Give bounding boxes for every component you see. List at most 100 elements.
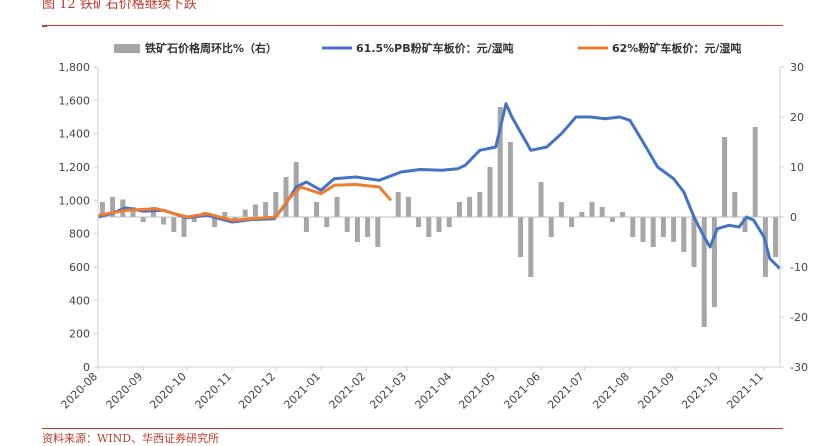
bar-weekly-change	[548, 217, 554, 237]
bar-weekly-change	[518, 217, 524, 257]
bar-weekly-change	[722, 137, 728, 217]
x-axis-tick-label: 2021-01	[281, 370, 323, 412]
right-axis-tick-label: -30	[790, 361, 808, 374]
bar-weekly-change	[314, 202, 320, 217]
bar-weekly-change	[599, 207, 605, 217]
bar-weekly-change	[467, 197, 473, 217]
bar-weekly-change	[701, 217, 707, 327]
bar-weekly-change	[130, 207, 136, 217]
bar-weekly-change	[334, 197, 340, 217]
bar-weekly-change	[732, 192, 738, 217]
bar-weekly-change	[742, 217, 748, 232]
bar-weekly-change	[630, 217, 636, 237]
right-axis-tick-label: -20	[790, 311, 808, 324]
bar-weekly-change	[212, 217, 218, 227]
right-axis-tick-label: 0	[790, 211, 797, 224]
x-axis-tick-label: 2021-03	[367, 370, 409, 412]
legend-swatch-bars	[114, 44, 140, 53]
bar-weekly-change	[344, 217, 350, 232]
bar-weekly-change	[436, 217, 442, 232]
left-axis-tick-label: 1,400	[59, 128, 91, 141]
x-axis-tick-label: 2020-12	[236, 370, 278, 412]
bar-weekly-change	[242, 209, 248, 217]
left-axis-tick-label: 0	[83, 361, 90, 374]
left-axis-tick-label: 400	[69, 294, 90, 307]
bar-weekly-change	[650, 217, 656, 247]
source-note: 资料来源：WIND、华西证券研究所	[42, 432, 220, 445]
legend-label-pb: 61.5%PB粉矿车板价：元/湿吨	[356, 41, 514, 55]
bar-weekly-change	[140, 217, 146, 222]
bar-weekly-change	[416, 217, 422, 227]
bar-weekly-change	[365, 217, 371, 237]
bar-weekly-change	[671, 217, 677, 242]
bar-weekly-change	[691, 217, 697, 267]
bar-weekly-change	[395, 192, 401, 217]
bar-weekly-change	[497, 107, 503, 217]
bar-weekly-change	[110, 197, 116, 217]
left-axis-tick-label: 1,000	[59, 194, 91, 207]
x-axis-tick-label: 2020-11	[193, 370, 235, 412]
bar-weekly-change	[191, 217, 197, 222]
bar-weekly-change	[477, 192, 483, 217]
left-axis-tick-label: 600	[69, 261, 90, 274]
bar-weekly-change	[660, 217, 666, 237]
legend-label-bars: 铁矿石价格周环比%（右）	[145, 41, 277, 55]
x-axis-tick-label: 2021-11	[724, 370, 766, 412]
x-axis-tick-label: 2021-10	[679, 370, 721, 412]
left-axis-tick-label: 200	[69, 328, 90, 341]
bar-weekly-change	[426, 217, 432, 237]
bar-weekly-change	[405, 197, 411, 217]
left-axis-tick-label: 1,200	[59, 161, 91, 174]
right-axis-tick-label: 20	[790, 111, 804, 124]
bar-weekly-change	[569, 217, 575, 227]
bottom-rule	[42, 428, 783, 429]
line-pb-fines	[97, 102, 782, 270]
x-axis-tick-label: 2021-07	[545, 370, 587, 412]
bar-weekly-change	[222, 212, 228, 217]
bar-weekly-change	[446, 217, 452, 227]
bar-weekly-change	[681, 217, 687, 252]
left-axis-tick-label: 1,600	[59, 94, 91, 107]
bar-weekly-change	[589, 202, 595, 217]
bar-weekly-change	[252, 204, 258, 217]
x-axis-tick-label: 2021-08	[590, 370, 632, 412]
bar-weekly-change	[579, 212, 585, 217]
right-axis-tick-label: -10	[790, 261, 808, 274]
bar-weekly-change	[752, 127, 758, 217]
legend: 铁矿石价格周环比%（右） 61.5%PB粉矿车板价：元/湿吨 62%粉矿车板价：…	[114, 41, 741, 55]
bar-weekly-change	[640, 217, 646, 242]
right-axis-tick-label: 10	[790, 161, 804, 174]
figure-title: 图 12 铁矿石价格继续下跌	[42, 0, 197, 12]
x-axis-tick-label: 2021-09	[636, 370, 678, 412]
x-axis-tick-label: 2020-09	[104, 370, 146, 412]
x-axis-tick-label: 2021-04	[413, 370, 455, 412]
x-axis-tick-label: 2020-10	[147, 370, 189, 412]
x-axis-tick-label: 2021-05	[456, 370, 498, 412]
bar-weekly-change	[711, 217, 717, 307]
lines-layer	[97, 102, 782, 270]
bar-weekly-change	[354, 217, 360, 242]
bar-weekly-change	[303, 217, 309, 232]
bar-weekly-change	[507, 142, 513, 217]
bar-weekly-change	[181, 217, 187, 237]
x-axis-tick-label: 2020-08	[58, 370, 100, 412]
right-axis-tick-label: 30	[790, 61, 804, 74]
bar-weekly-change	[487, 167, 493, 217]
bar-weekly-change	[456, 202, 462, 217]
bar-weekly-change	[283, 177, 289, 217]
bar-weekly-change	[161, 217, 167, 225]
left-axis-tick-label: 1,800	[59, 61, 91, 74]
bar-weekly-change	[324, 217, 330, 227]
bar-weekly-change	[620, 212, 626, 217]
x-axis-tick-label: 2021-06	[501, 370, 543, 412]
left-axis-tick-label: 800	[69, 228, 90, 241]
bar-weekly-change	[171, 217, 177, 232]
bar-weekly-change	[99, 202, 105, 217]
bar-weekly-change	[538, 182, 544, 217]
top-rule	[42, 25, 783, 27]
bar-weekly-change	[375, 217, 381, 247]
bar-weekly-change	[273, 192, 279, 217]
bar-weekly-change	[528, 217, 534, 277]
bar-weekly-change	[609, 217, 615, 222]
